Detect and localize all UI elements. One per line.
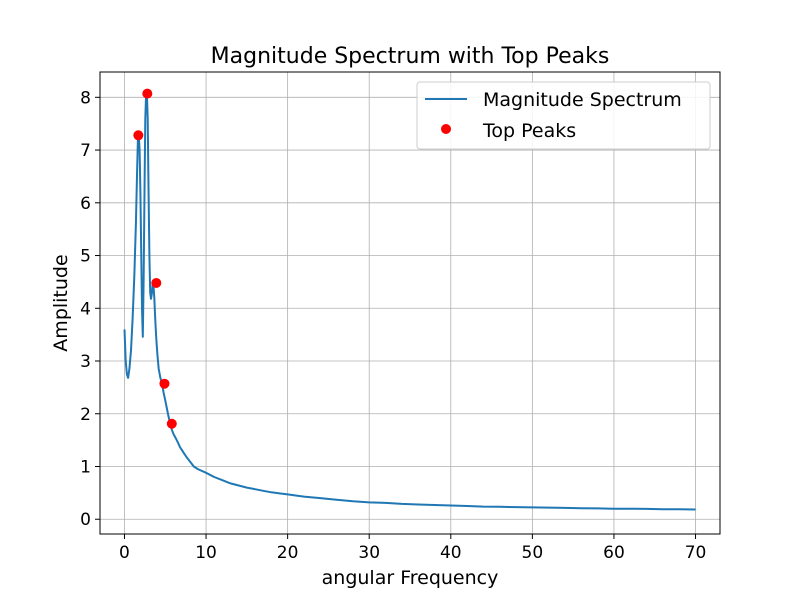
y-tick-label: 6 (80, 194, 91, 214)
y-tick-label: 3 (80, 352, 91, 372)
x-axis-label: angular Frequency (322, 567, 499, 589)
legend-label-magnitude-spectrum: Magnitude Spectrum (483, 89, 682, 111)
top-peak-point (142, 88, 153, 99)
top-peak-point (166, 418, 177, 429)
y-tick-label: 0 (80, 510, 91, 530)
legend-marker-swatch (441, 124, 451, 134)
chart-title: Magnitude Spectrum with Top Peaks (211, 44, 610, 69)
legend-box (416, 81, 711, 150)
x-tick-label: 40 (440, 543, 462, 563)
y-axis-ticks: 0 1 2 3 4 5 6 7 8 (80, 88, 100, 530)
y-tick-label: 8 (80, 88, 91, 108)
y-tick-label: 4 (80, 299, 91, 319)
x-tick-label: 10 (195, 543, 217, 563)
y-tick-label: 1 (80, 457, 91, 477)
x-tick-label: 60 (603, 543, 625, 563)
x-tick-label: 50 (522, 543, 544, 563)
y-tick-label: 5 (80, 247, 91, 267)
x-tick-label: 20 (277, 543, 299, 563)
top-peak-point (151, 277, 162, 288)
top-peak-point (159, 378, 170, 389)
top-peak-point (133, 130, 144, 141)
y-tick-label: 2 (80, 405, 91, 425)
y-axis-label: Amplitude (50, 254, 72, 351)
x-tick-label: 70 (685, 543, 707, 563)
x-tick-label: 30 (358, 543, 380, 563)
y-tick-label: 7 (80, 141, 91, 161)
magnitude-spectrum-line (123, 92, 696, 511)
x-axis-ticks: 0 10 20 30 40 50 60 70 (119, 534, 706, 563)
legend: Magnitude Spectrum Top Peaks (416, 81, 711, 150)
plot-frame (99, 71, 721, 535)
plot-series (123, 88, 696, 511)
legend-label-top-peaks: Top Peaks (482, 120, 576, 142)
x-tick-label: 0 (119, 543, 130, 563)
